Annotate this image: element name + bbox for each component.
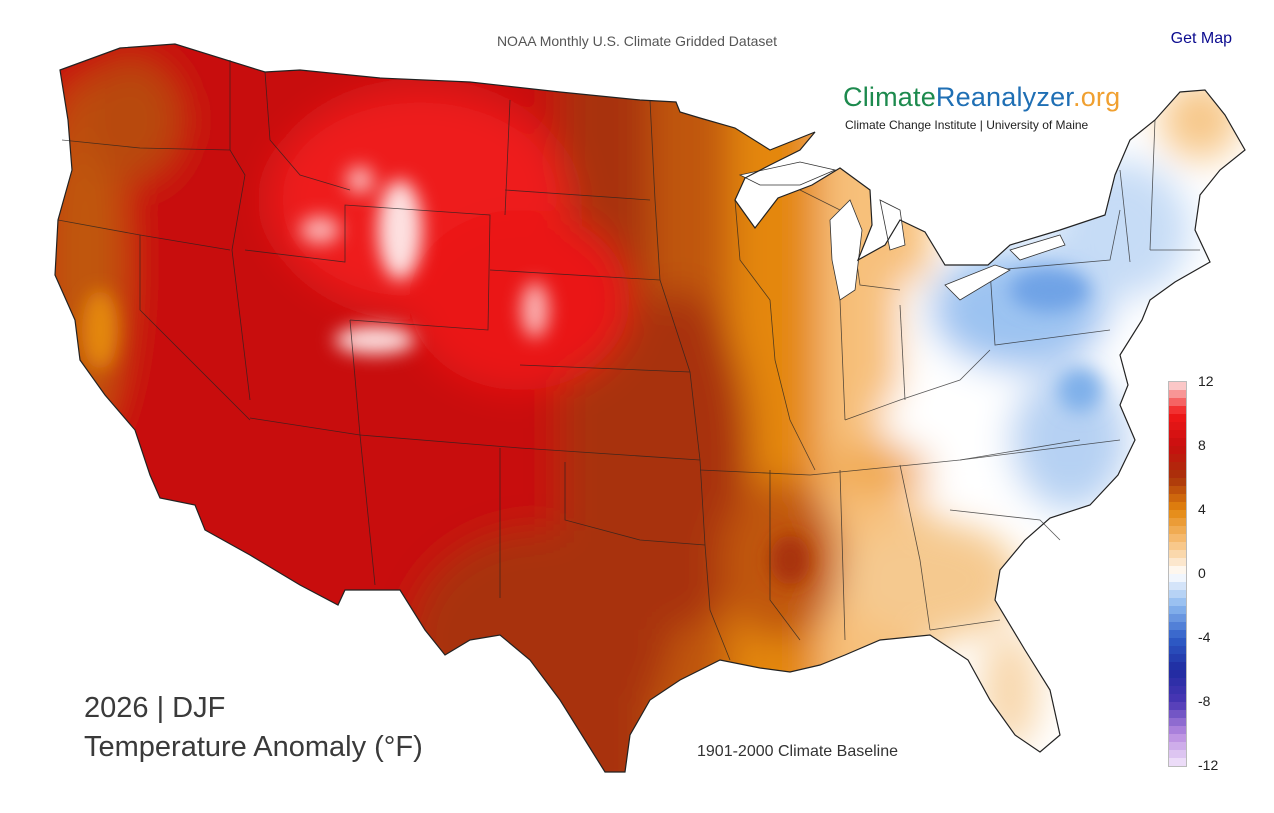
legend-color-band	[1169, 654, 1186, 663]
legend-color-band	[1169, 446, 1186, 455]
legend-tick-label: 12	[1198, 373, 1214, 389]
legend-color-band	[1169, 486, 1186, 495]
legend-color-band	[1169, 462, 1186, 471]
get-map-link[interactable]: Get Map	[1170, 30, 1232, 47]
legend-color-band	[1169, 742, 1186, 751]
brand-logo: ClimateReanalyzer.org	[843, 82, 1120, 113]
brand-name-org: .org	[1073, 82, 1121, 112]
legend-color-band	[1169, 382, 1186, 391]
brand-name-reanalyzer: Reanalyzer	[935, 82, 1074, 112]
legend-color-band	[1169, 518, 1186, 527]
legend-color-bar	[1169, 382, 1186, 767]
legend-color-band	[1169, 710, 1186, 719]
legend-color-band	[1169, 526, 1186, 535]
legend-color-band	[1169, 702, 1186, 711]
legend-color-band	[1169, 718, 1186, 727]
legend-tick-label: 8	[1198, 437, 1206, 453]
legend-color-band	[1169, 510, 1186, 519]
legend-frame	[1168, 381, 1187, 767]
map-title-period: 2026 | DJF	[84, 692, 226, 724]
legend-color-band	[1169, 478, 1186, 487]
legend-color-band	[1169, 750, 1186, 759]
legend-color-band	[1169, 422, 1186, 431]
legend-color-band	[1169, 550, 1186, 559]
brand-subtitle: Climate Change Institute | University of…	[845, 118, 1089, 132]
legend-tick-label: -12	[1198, 757, 1219, 773]
dataset-title: NOAA Monthly U.S. Climate Gridded Datase…	[496, 33, 778, 49]
legend-color-band	[1169, 494, 1186, 503]
legend-color-band	[1169, 438, 1186, 447]
legend-color-band	[1169, 758, 1186, 767]
legend-color-band	[1169, 678, 1186, 687]
legend-tick-label: 4	[1198, 501, 1206, 517]
legend-tick-label: -8	[1198, 693, 1211, 709]
legend-color-band	[1169, 542, 1186, 551]
legend-color-band	[1169, 398, 1186, 407]
baseline-note: 1901-2000 Climate Baseline	[697, 743, 899, 760]
legend-color-band	[1169, 454, 1186, 463]
legend-tick-label: -4	[1198, 629, 1211, 645]
legend-tick-label: 0	[1198, 565, 1206, 581]
legend-color-band	[1169, 734, 1186, 743]
legend-color-band	[1169, 470, 1186, 479]
legend-color-band	[1169, 606, 1186, 615]
legend-color-band	[1169, 614, 1186, 623]
legend-color-band	[1169, 638, 1186, 647]
legend-color-band	[1169, 582, 1186, 591]
legend-color-band	[1169, 694, 1186, 703]
legend-color-band	[1169, 686, 1186, 695]
brand-name-climate: Climate	[843, 82, 936, 112]
legend-color-band	[1169, 390, 1186, 399]
legend-color-band	[1169, 414, 1186, 423]
legend-color-band	[1169, 534, 1186, 543]
legend-color-band	[1169, 622, 1186, 631]
great-lakes	[738, 161, 1066, 301]
legend-color-band	[1169, 630, 1186, 639]
legend-color-band	[1169, 558, 1186, 567]
legend-color-band	[1169, 726, 1186, 735]
legend-color-band	[1169, 406, 1186, 415]
legend-color-band	[1169, 646, 1186, 655]
legend-color-band	[1169, 574, 1186, 583]
legend-color-band	[1169, 670, 1186, 679]
legend-color-band	[1169, 598, 1186, 607]
legend-color-band	[1169, 662, 1186, 671]
legend-color-band	[1169, 430, 1186, 439]
legend-color-band	[1169, 590, 1186, 599]
legend-color-band	[1169, 566, 1186, 575]
map-title-variable: Temperature Anomaly (°F)	[84, 731, 423, 763]
legend-color-band	[1169, 502, 1186, 511]
